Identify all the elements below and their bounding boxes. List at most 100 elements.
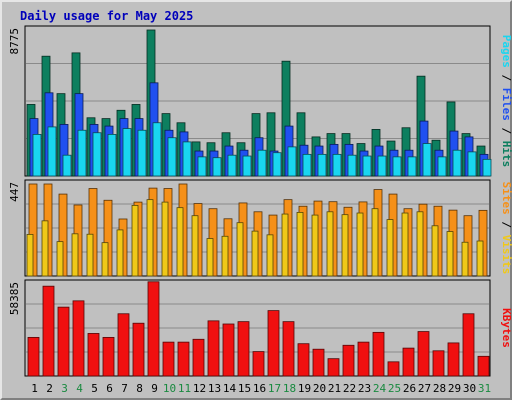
kbytes-bar <box>327 358 340 377</box>
chart-title: Daily usage for May 2025 <box>20 9 193 23</box>
pages-bar <box>92 132 102 177</box>
visits-bar <box>251 230 259 277</box>
visits-bar <box>26 234 34 277</box>
kbytes-bar <box>282 321 295 377</box>
kbytes-bar <box>102 336 115 377</box>
series-legend-top: Pages / Files / Hits <box>500 35 512 168</box>
x-tick-label: 1 <box>31 382 38 395</box>
x-tick-label: 5 <box>91 382 98 395</box>
x-tick-label: 11 <box>178 382 191 395</box>
kbytes-bar <box>237 321 250 377</box>
pages-bar <box>392 156 402 177</box>
legend-entry: Hits <box>500 141 512 168</box>
kbytes-bar <box>372 331 385 377</box>
x-tick-label: 15 <box>238 382 251 395</box>
kbytes-bar <box>342 344 355 377</box>
visits-bar <box>116 229 124 277</box>
kbytes-bar <box>477 355 490 377</box>
legend-entry: Files <box>500 88 512 121</box>
x-tick-label: 25 <box>388 382 401 395</box>
x-tick-label: 27 <box>418 382 431 395</box>
kbytes-bar <box>252 351 265 377</box>
legend-entry: Visits <box>500 235 512 275</box>
x-tick-label: 24 <box>373 382 387 395</box>
max-value-label-top: 8775 <box>8 28 21 55</box>
pages-bar <box>362 155 372 177</box>
visits-bar <box>371 208 379 277</box>
visits-bar <box>161 201 169 277</box>
kbytes-bar <box>162 341 175 377</box>
pages-bar <box>422 143 432 177</box>
visits-bar <box>176 207 184 277</box>
visits-bar <box>431 225 439 277</box>
kbytes-bar <box>27 336 40 377</box>
x-tick-label: 22 <box>343 382 356 395</box>
x-tick-label: 21 <box>328 382 341 395</box>
visits-bar <box>281 213 289 277</box>
pages-bar <box>122 128 132 177</box>
series-legend-bottom: KBytes <box>500 308 512 348</box>
kbytes-bar <box>132 322 145 377</box>
pages-bar <box>167 137 177 177</box>
legend-entry: / <box>500 68 512 88</box>
pages-bar <box>152 122 162 177</box>
x-tick-label: 28 <box>433 382 446 395</box>
legend-entry: / <box>500 215 512 235</box>
legend-entry: Sites <box>500 182 512 215</box>
kbytes-bar <box>432 350 445 377</box>
pages-bar <box>62 154 72 177</box>
pages-bar <box>32 134 42 177</box>
x-tick-label: 30 <box>463 382 476 395</box>
pages-bar <box>272 152 282 177</box>
x-tick-label: 10 <box>163 382 176 395</box>
kbytes-bar <box>222 323 235 377</box>
kbytes-bar <box>312 348 325 377</box>
x-tick-label: 12 <box>193 382 206 395</box>
kbytes-bar <box>402 347 415 377</box>
x-tick-label: 2 <box>46 382 53 395</box>
kbytes-bar <box>447 342 460 377</box>
visits-bar <box>476 240 484 277</box>
pages-bar <box>257 149 267 177</box>
visits-bar <box>401 212 409 277</box>
kbytes-bar <box>297 343 310 377</box>
visits-bar <box>71 233 79 277</box>
pages-bar <box>467 151 477 177</box>
pages-bar <box>77 129 87 177</box>
pages-bar <box>347 154 357 177</box>
x-tick-label: 9 <box>151 382 158 395</box>
visits-bar <box>446 231 454 277</box>
kbytes-bar <box>417 331 430 377</box>
x-tick-label: 8 <box>136 382 143 395</box>
max-value-label-middle: 447 <box>8 182 21 202</box>
kbytes-bar <box>72 300 85 377</box>
visits-bar <box>221 235 229 277</box>
x-tick-label: 4 <box>76 382 83 395</box>
pages-bar <box>302 153 312 177</box>
x-tick-label: 29 <box>448 382 461 395</box>
x-tick-label: 6 <box>106 382 113 395</box>
kbytes-bar <box>87 333 100 377</box>
visits-bar <box>356 212 364 277</box>
kbytes-bar <box>462 313 475 377</box>
visits-bar <box>296 212 304 277</box>
pages-bar <box>437 156 447 177</box>
visits-bar <box>236 222 244 277</box>
kbytes-bar <box>387 361 400 377</box>
x-tick-label: 13 <box>208 382 221 395</box>
x-tick-label: 17 <box>268 382 281 395</box>
series-legend-middle: Sites / Visits <box>500 182 512 275</box>
visits-bar <box>206 238 214 277</box>
pages-bar <box>317 153 327 177</box>
pages-bar <box>212 157 222 177</box>
x-tick-label: 19 <box>298 382 311 395</box>
x-tick-label: 20 <box>313 382 326 395</box>
visits-bar <box>191 215 199 277</box>
visits-bar <box>86 233 94 277</box>
x-tick-label: 14 <box>223 382 237 395</box>
pages-bar <box>197 156 207 177</box>
pages-bar <box>137 129 147 177</box>
legend-entry: KBytes <box>500 308 512 348</box>
kbytes-bar <box>117 313 130 377</box>
